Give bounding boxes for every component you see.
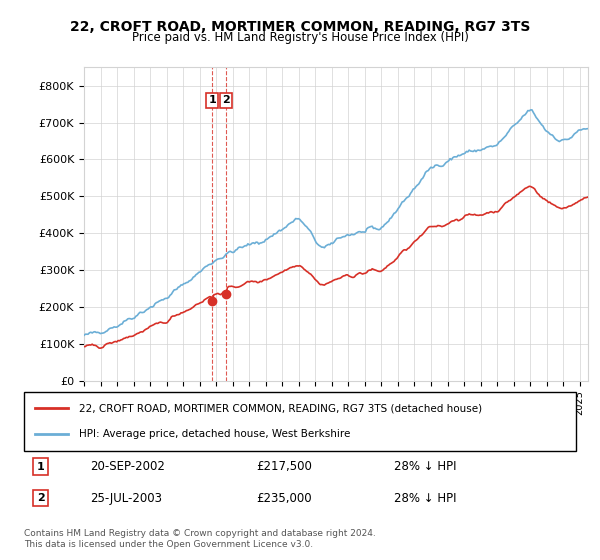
Text: 28% ↓ HPI: 28% ↓ HPI bbox=[394, 460, 457, 473]
Text: 2: 2 bbox=[37, 493, 44, 503]
Text: Price paid vs. HM Land Registry's House Price Index (HPI): Price paid vs. HM Land Registry's House … bbox=[131, 31, 469, 44]
Text: This data is licensed under the Open Government Licence v3.0.: This data is licensed under the Open Gov… bbox=[24, 540, 313, 549]
FancyBboxPatch shape bbox=[24, 392, 576, 451]
Text: 2: 2 bbox=[222, 95, 230, 105]
Text: £217,500: £217,500 bbox=[256, 460, 312, 473]
Text: 1: 1 bbox=[37, 462, 44, 472]
Text: 28% ↓ HPI: 28% ↓ HPI bbox=[394, 492, 457, 505]
Text: Contains HM Land Registry data © Crown copyright and database right 2024.: Contains HM Land Registry data © Crown c… bbox=[24, 529, 376, 538]
Text: 22, CROFT ROAD, MORTIMER COMMON, READING, RG7 3TS (detached house): 22, CROFT ROAD, MORTIMER COMMON, READING… bbox=[79, 403, 482, 413]
Text: 22, CROFT ROAD, MORTIMER COMMON, READING, RG7 3TS: 22, CROFT ROAD, MORTIMER COMMON, READING… bbox=[70, 20, 530, 34]
Text: £235,000: £235,000 bbox=[256, 492, 311, 505]
Text: 25-JUL-2003: 25-JUL-2003 bbox=[90, 492, 162, 505]
Text: HPI: Average price, detached house, West Berkshire: HPI: Average price, detached house, West… bbox=[79, 430, 350, 440]
Text: 20-SEP-2002: 20-SEP-2002 bbox=[90, 460, 165, 473]
Text: 1: 1 bbox=[208, 95, 216, 105]
